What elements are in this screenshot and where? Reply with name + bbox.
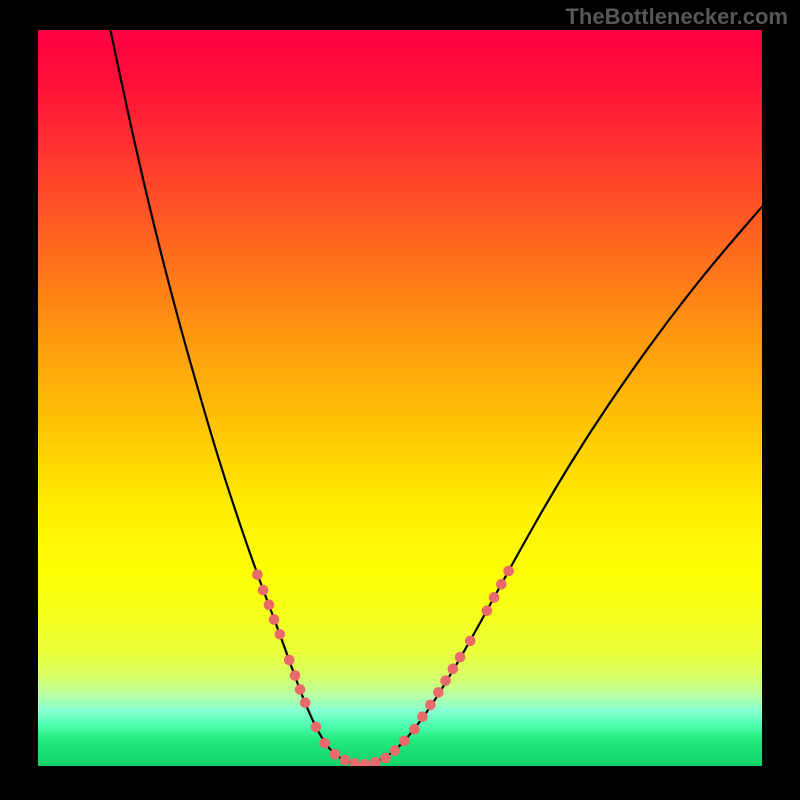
bead-marker — [258, 585, 269, 596]
bead-marker — [425, 700, 436, 711]
bead-marker — [340, 755, 351, 766]
plot-area — [38, 30, 762, 766]
bead-marker — [496, 579, 507, 590]
bead-marker — [295, 684, 306, 695]
bead-marker — [433, 687, 444, 698]
bead-marker — [448, 664, 459, 675]
bead-marker — [455, 652, 466, 663]
gradient-background — [38, 30, 762, 766]
bead-marker — [417, 711, 428, 722]
bead-marker — [380, 753, 391, 764]
bead-marker — [465, 636, 476, 647]
bead-marker — [482, 605, 493, 616]
bead-marker — [252, 569, 263, 580]
bead-marker — [399, 736, 410, 747]
bead-marker — [503, 566, 514, 577]
bead-marker — [290, 670, 301, 681]
bead-marker — [489, 592, 500, 603]
watermark-text: TheBottlenecker.com — [565, 4, 788, 30]
bead-marker — [330, 749, 341, 760]
bead-marker — [284, 655, 295, 666]
bead-marker — [409, 724, 420, 735]
bead-marker — [269, 614, 280, 625]
bead-marker — [311, 722, 322, 733]
bead-marker — [440, 675, 451, 686]
bead-marker — [264, 600, 275, 611]
bead-marker — [390, 745, 401, 756]
bead-marker — [319, 738, 330, 749]
bead-marker — [300, 697, 311, 708]
bead-marker — [275, 629, 286, 640]
chart-svg — [38, 30, 762, 766]
chart-container: TheBottlenecker.com — [0, 0, 800, 800]
